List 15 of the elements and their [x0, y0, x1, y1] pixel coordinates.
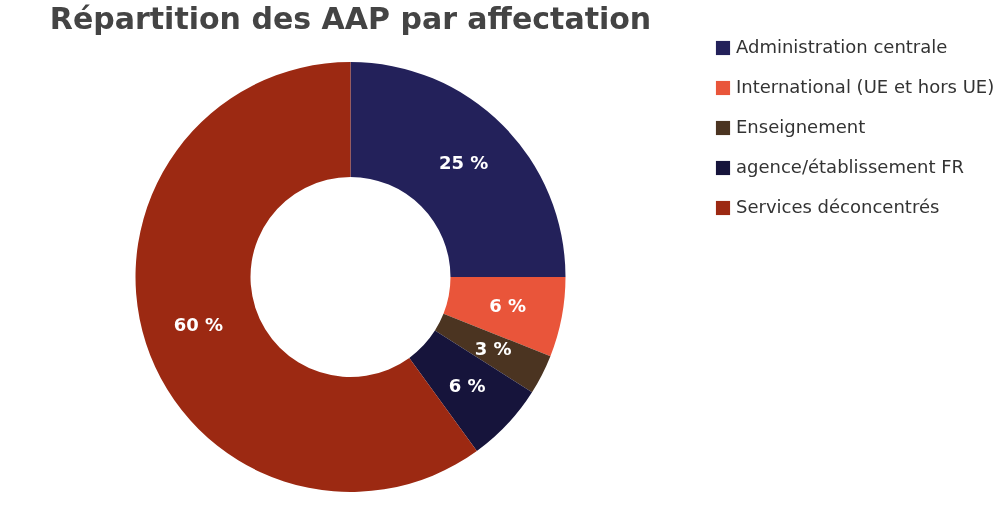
legend-label: Administration centrale	[736, 36, 948, 57]
data-label: 6 %	[489, 294, 527, 316]
data-label: 60 %	[173, 314, 224, 336]
donut-slice	[434, 313, 551, 393]
data-label: 25 %	[438, 151, 489, 173]
donut-slice	[350, 62, 566, 277]
data-label: 6 %	[448, 374, 486, 396]
donut-slice	[409, 330, 533, 451]
legend-label: International (UE et hors UE)	[736, 76, 995, 97]
donut-slice	[443, 277, 566, 357]
chart-title: Répartition des AAP par affectation	[49, 1, 652, 36]
data-label: 3 %	[474, 337, 512, 359]
legend-label: Services déconcentrés	[736, 196, 940, 217]
legend-label: agence/établissement FR	[736, 156, 965, 177]
legend-label: Enseignement	[736, 116, 866, 137]
